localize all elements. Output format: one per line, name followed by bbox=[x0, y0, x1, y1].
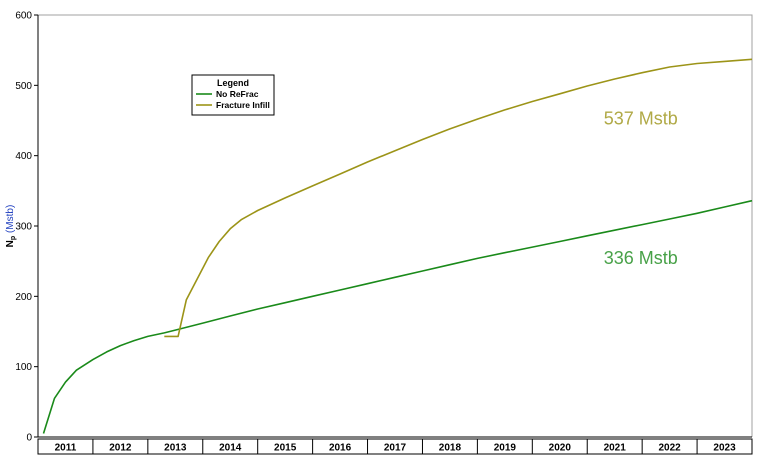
x-tick-label: 2011 bbox=[55, 443, 77, 454]
x-tick-label: 2020 bbox=[549, 443, 572, 454]
y-tick-label: 200 bbox=[15, 292, 32, 303]
annotations-layer: 537 Mstb 336 Mstb bbox=[604, 109, 678, 268]
y-axis-label: Np (Mstb) bbox=[5, 205, 17, 248]
legend-label-1: Fracture Infill bbox=[216, 100, 270, 110]
x-tick-label: 2015 bbox=[274, 443, 297, 454]
annotation-label-1: 336 Mstb bbox=[604, 248, 678, 268]
plot-frame bbox=[37, 14, 753, 437]
x-tick-label: 2022 bbox=[658, 443, 681, 454]
legend-title: Legend bbox=[217, 78, 249, 88]
y-tick-label: 400 bbox=[15, 151, 32, 162]
x-tick-label: 2023 bbox=[713, 443, 736, 454]
x-tick-label: 2013 bbox=[164, 443, 187, 454]
y-tick-label: 100 bbox=[15, 362, 32, 373]
y-tick-label: 300 bbox=[15, 222, 32, 233]
axes-layer: 0 100 200 300 400 500 600 Np (Mstb) 2011 2012 2013… bbox=[5, 11, 753, 455]
series-layer bbox=[42, 58, 753, 434]
x-tick-label: 2017 bbox=[384, 443, 407, 454]
y-tick-label: 600 bbox=[15, 11, 32, 22]
x-tick-label: 2014 bbox=[219, 443, 242, 454]
x-tick-strip bbox=[37, 438, 753, 455]
x-tick-label: 2019 bbox=[494, 443, 517, 454]
y-tick-label: 0 bbox=[26, 433, 32, 444]
x-tick-label: 2016 bbox=[329, 443, 352, 454]
annotation-label-0: 537 Mstb bbox=[604, 109, 678, 129]
legend-box bbox=[191, 74, 275, 116]
x-tick-label: 2021 bbox=[604, 443, 627, 454]
legend-label-0: No ReFrac bbox=[216, 89, 259, 99]
x-tick-label: 2012 bbox=[109, 443, 132, 454]
series-line-0 bbox=[42, 199, 753, 434]
x-tick-label: 2018 bbox=[439, 443, 462, 454]
series-line-1 bbox=[164, 58, 753, 338]
y-tick-label: 500 bbox=[15, 81, 32, 92]
